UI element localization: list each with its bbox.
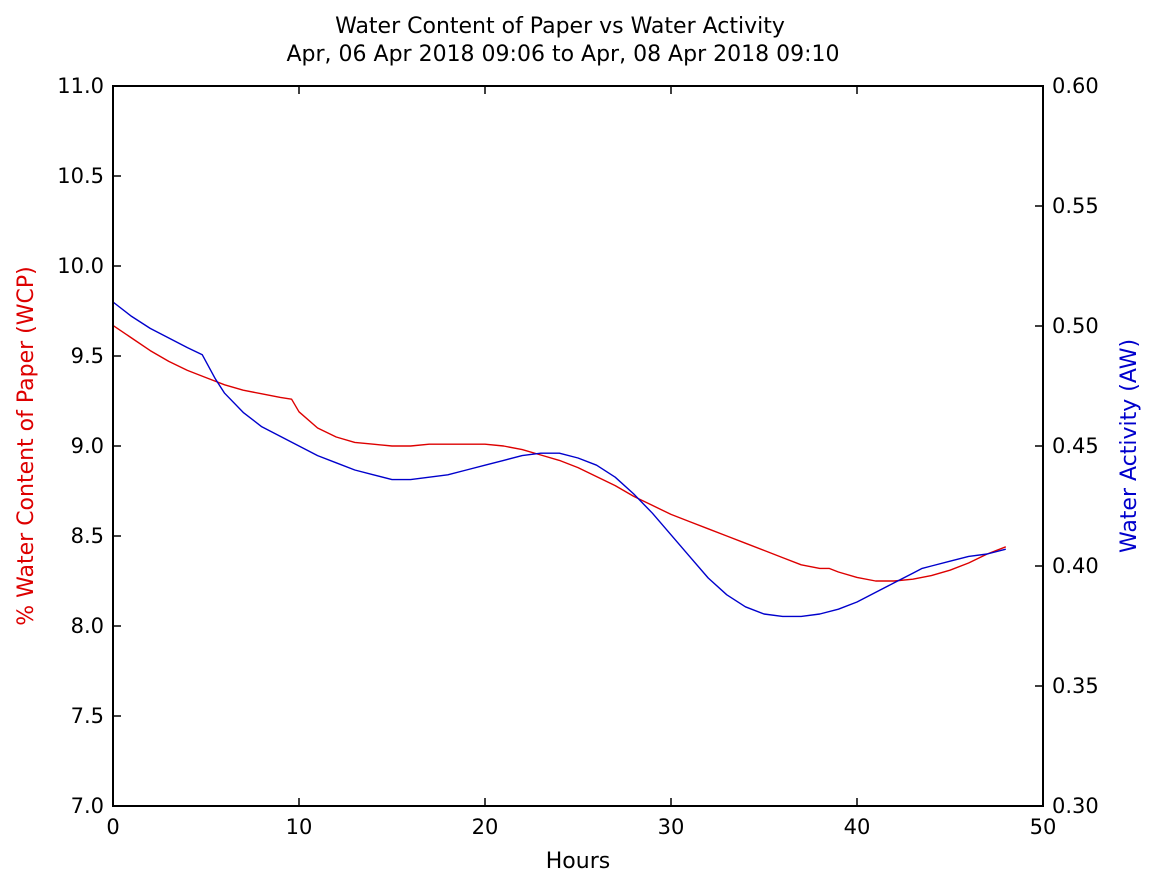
y-axis-label-right: Water Activity (AW) [1117,339,1142,553]
y-tick-label-left: 8.0 [71,614,104,638]
series-layer [112,301,1007,618]
y-tick-label-right: 0.40 [1052,554,1099,578]
y-tick-label-left: 9.5 [71,344,104,368]
series-line-wcp [112,324,1007,582]
y-tick-label-right: 0.50 [1052,314,1099,338]
y-tick-label-right: 0.35 [1052,674,1099,698]
x-tick-label: 40 [844,815,871,839]
x-axis-label: Hours [546,849,610,874]
y-tick-label-right: 0.55 [1052,194,1099,218]
chart-subtitle: Apr, 06 Apr 2018 09:06 to Apr, 08 Apr 20… [286,42,839,67]
y-tick-label-left: 11.0 [57,74,104,98]
y-tick-label-left: 8.5 [71,524,104,548]
plot-area [113,86,1043,806]
y-tick-label-right: 0.60 [1052,74,1099,98]
y-tick-label-left: 7.5 [71,704,104,728]
x-tick-label: 10 [286,815,313,839]
y-axis-label-left: % Water Content of Paper (WCP) [14,266,39,625]
x-tick-label: 30 [658,815,685,839]
x-tick-label: 0 [106,815,119,839]
y-tick-label-right: 0.45 [1052,434,1099,458]
x-tick-label: 20 [472,815,499,839]
chart-title: Water Content of Paper vs Water Activity [335,14,785,39]
y-tick-label-left: 10.5 [57,164,104,188]
y-tick-label-left: 10.0 [57,254,104,278]
series-line-aw [112,301,1006,618]
y-tick-label-left: 9.0 [71,434,104,458]
plot-frame [112,85,1044,807]
y-tick-label-left: 7.0 [71,794,104,818]
y-tick-label-right: 0.30 [1052,794,1099,818]
ticks-layer: 0 10 20 30 40 50 7.0 7.5 8.0 8.5 9.0 9.5 10.0 10.5 11.… [57,74,1099,839]
x-tick-label: 50 [1030,815,1057,839]
